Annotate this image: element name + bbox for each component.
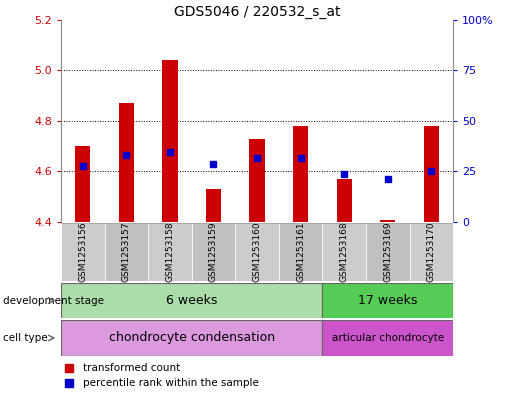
Bar [61,20,104,222]
Bar [75,146,90,222]
Bar [148,223,192,281]
Text: GSM1253158: GSM1253158 [165,222,174,282]
Bar [279,20,322,222]
Text: GSM1253156: GSM1253156 [78,222,87,282]
Text: articular chondrocyte: articular chondrocyte [332,333,444,343]
Bar [337,179,352,222]
Bar [61,320,322,356]
Bar [423,126,439,222]
Bar [119,103,134,222]
Bar [366,223,410,281]
Text: GSM1253160: GSM1253160 [253,222,261,282]
Bar [250,139,264,222]
Bar [366,20,410,222]
Bar [104,20,148,222]
Text: GSM1253170: GSM1253170 [427,222,436,282]
Text: GSM1253168: GSM1253168 [340,222,349,282]
Text: 17 weeks: 17 weeks [358,294,418,307]
Bar [279,223,322,281]
Bar [235,223,279,281]
Text: GSM1253161: GSM1253161 [296,222,305,282]
Text: percentile rank within the sample: percentile rank within the sample [83,378,259,388]
Bar [322,20,366,222]
Text: development stage: development stage [3,296,104,306]
Text: 6 weeks: 6 weeks [166,294,217,307]
Text: transformed count: transformed count [83,364,180,373]
Bar [322,320,453,356]
Bar [322,223,366,281]
Bar [410,223,453,281]
Bar [206,189,221,222]
Bar [235,20,279,222]
Text: GSM1253169: GSM1253169 [383,222,392,282]
Bar [148,20,192,222]
Bar [61,283,322,318]
Bar [380,220,395,222]
Bar [322,283,453,318]
Bar [104,223,148,281]
Bar [61,223,104,281]
Text: cell type: cell type [3,333,47,343]
Bar [162,60,178,222]
Bar [192,223,235,281]
Bar [293,126,308,222]
Text: chondrocyte condensation: chondrocyte condensation [109,331,275,345]
Text: GSM1253157: GSM1253157 [122,222,131,282]
Bar [192,20,235,222]
Text: GSM1253159: GSM1253159 [209,222,218,282]
Title: GDS5046 / 220532_s_at: GDS5046 / 220532_s_at [174,5,340,18]
Bar [410,20,453,222]
